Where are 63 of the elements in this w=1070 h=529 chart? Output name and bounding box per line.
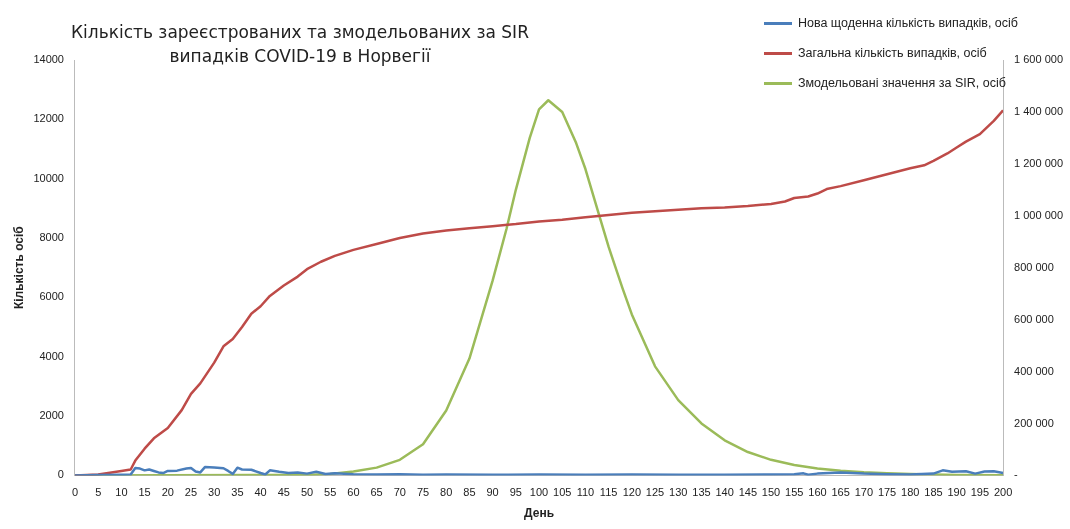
y-tick-label: 10000	[33, 171, 64, 184]
y-tick-label: 4000	[39, 349, 64, 362]
x-tick-label: 80	[440, 486, 453, 499]
x-tick-label: 130	[669, 486, 688, 499]
x-tick-label: 195	[970, 486, 990, 499]
y2-tick-label: -	[1014, 468, 1019, 481]
x-tick-label: 50	[300, 486, 314, 499]
x-tick-label: 105	[553, 486, 572, 499]
y2-tick-label: 800 000	[1014, 260, 1054, 273]
x-tick-label: 175	[877, 486, 897, 499]
x-tick-label: 10	[115, 486, 128, 499]
x-tick-label: 110	[576, 486, 595, 499]
y-tick-label: 14000	[33, 53, 64, 66]
x-tick-label: 115	[599, 486, 618, 499]
y2-tick-label: 400 000	[1014, 364, 1054, 377]
x-tick-label: 70	[393, 486, 406, 499]
y2-tick-label: 1 600 000	[1014, 53, 1063, 66]
y2-tick-label: 1 200 000	[1014, 156, 1063, 169]
x-tick-label: 85	[463, 486, 476, 499]
x-tick-label: 120	[622, 486, 642, 499]
y2-tick-label: 1 400 000	[1014, 104, 1063, 117]
y2-tick-label: 1 000 000	[1014, 208, 1063, 221]
x-tick-label: 180	[901, 486, 920, 499]
x-tick-label: 55	[324, 486, 337, 499]
y2-tick-label: 600 000	[1014, 312, 1054, 325]
x-tick-label: 65	[370, 486, 383, 499]
legend-label: Нова щоденна кількість випадків, осіб	[797, 16, 1018, 30]
x-tick-label: 150	[761, 486, 781, 499]
legend-label: Загальна кількість випадків, осіб	[797, 46, 987, 60]
y2-tick-label: 200 000	[1014, 416, 1054, 429]
y-axis-title: Кількість осіб	[11, 226, 26, 310]
y-tick-label: 12000	[33, 112, 64, 125]
x-tick-label: 30	[208, 486, 221, 499]
x-tick-label: 60	[347, 486, 360, 499]
x-tick-label: 45	[277, 486, 290, 499]
x-tick-label: 100	[529, 486, 549, 499]
x-tick-label: 200	[993, 486, 1013, 499]
x-tick-label: 35	[231, 486, 244, 499]
x-tick-label: 165	[831, 486, 850, 499]
y-tick-label: 8000	[39, 231, 64, 244]
x-tick-label: 145	[738, 486, 758, 499]
x-axis-title: День	[524, 506, 555, 521]
x-tick-label: 190	[947, 486, 966, 499]
y-tick-label: 0	[57, 468, 64, 481]
x-tick-label: 140	[715, 486, 734, 499]
x-tick-label: 185	[924, 486, 943, 499]
y-tick-label: 2000	[39, 409, 64, 422]
x-tick-label: 0	[71, 486, 79, 499]
x-tick-label: 125	[645, 486, 665, 499]
x-tick-label: 170	[854, 486, 874, 499]
x-tick-label: 90	[486, 486, 499, 499]
x-tick-label: 25	[184, 486, 198, 499]
legend-label: Змодельовані значення за SIR, осіб	[797, 76, 1006, 90]
y-tick-label: 6000	[39, 290, 64, 303]
x-tick-label: 135	[692, 486, 711, 499]
x-tick-label: 95	[509, 486, 522, 499]
x-tick-label: 5	[95, 486, 102, 499]
x-tick-label: 40	[254, 486, 267, 499]
x-tick-label: 75	[416, 486, 430, 499]
x-tick-label: 155	[785, 486, 804, 499]
x-tick-label: 15	[138, 486, 151, 499]
x-tick-label: 160	[808, 486, 827, 499]
x-tick-label: 20	[161, 486, 174, 499]
